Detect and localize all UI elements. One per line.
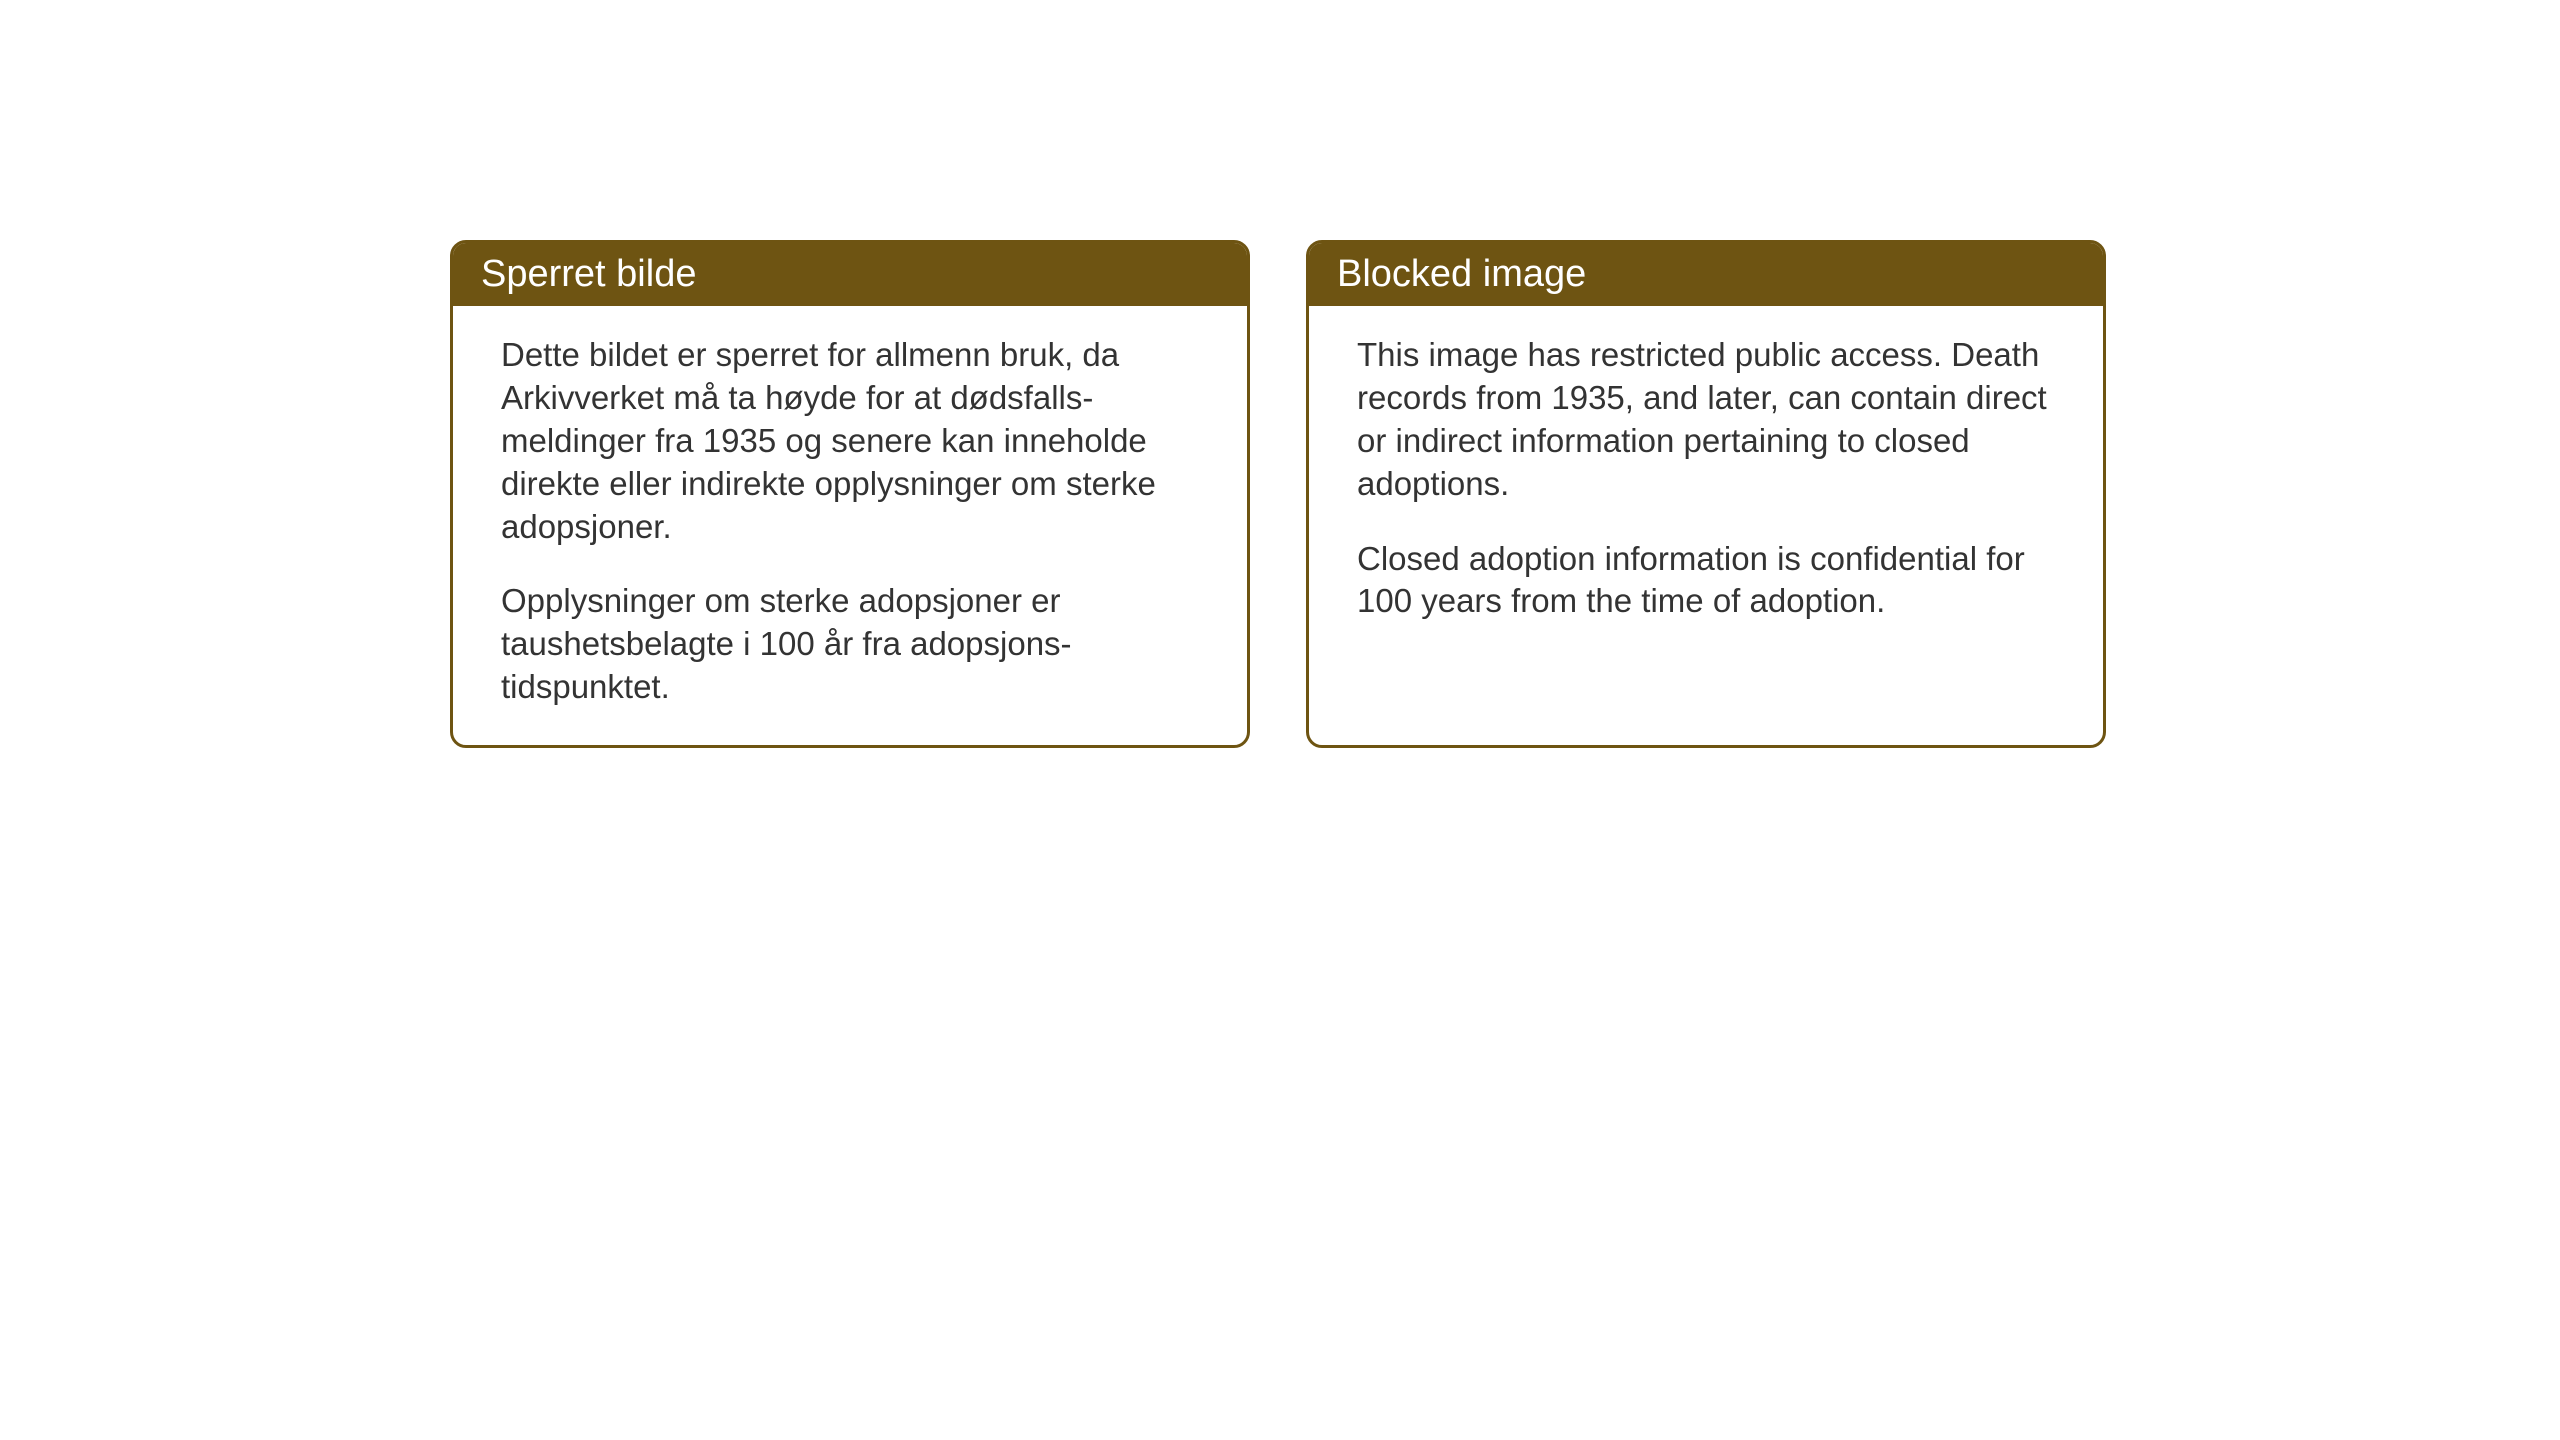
notice-paragraph-1-english: This image has restricted public access.… xyxy=(1357,334,2063,506)
notice-card-english: Blocked image This image has restricted … xyxy=(1306,240,2106,748)
notice-card-norwegian: Sperret bilde Dette bildet er sperret fo… xyxy=(450,240,1250,748)
notice-body-english: This image has restricted public access.… xyxy=(1309,306,2103,659)
notice-container: Sperret bilde Dette bildet er sperret fo… xyxy=(450,240,2106,748)
notice-title-norwegian: Sperret bilde xyxy=(481,253,696,295)
notice-title-english: Blocked image xyxy=(1337,253,1586,295)
notice-header-norwegian: Sperret bilde xyxy=(453,243,1247,306)
notice-body-norwegian: Dette bildet er sperret for allmenn bruk… xyxy=(453,306,1247,745)
notice-paragraph-2-norwegian: Opplysninger om sterke adopsjoner er tau… xyxy=(501,580,1207,709)
notice-paragraph-1-norwegian: Dette bildet er sperret for allmenn bruk… xyxy=(501,334,1207,548)
notice-paragraph-2-english: Closed adoption information is confident… xyxy=(1357,538,2063,624)
notice-header-english: Blocked image xyxy=(1309,243,2103,306)
